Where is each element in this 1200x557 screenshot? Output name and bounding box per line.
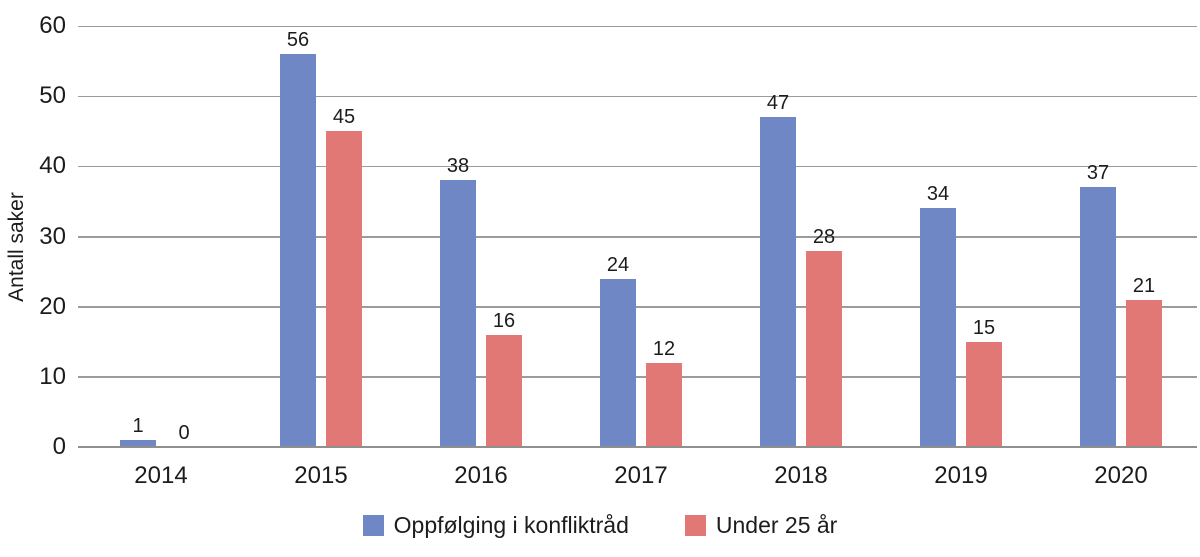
bar-series2-2018 [806,250,842,447]
y-axis-labels: 0 10 20 30 40 50 60 [0,12,66,460]
bar-series2-2020 [1126,299,1162,447]
value-label-series1-2020: 37 [1086,162,1110,185]
value-label-series1-2019: 34 [926,183,950,206]
value-label-series2-2019: 15 [972,316,996,339]
legend-item-series2: Under 25 år [684,512,838,538]
y-tick-label-20: 20 [39,292,66,320]
x-tick-label-2014: 2014 [134,462,188,489]
bar-series2-2016 [486,334,522,447]
legend-label-series1: Oppfølging i konfliktråd [393,512,629,538]
x-tick-label-2020: 2020 [1094,462,1148,489]
bar-series2-2017 [646,362,682,447]
value-label-series1-2014: 1 [132,414,144,437]
x-tick-label-2017: 2017 [614,462,668,489]
y-tick-label-0: 0 [52,433,66,460]
gridline-40 [78,165,1197,168]
x-axis-line [78,446,1197,448]
gridline-60 [78,25,1197,27]
legend-swatch-icon [362,514,384,536]
value-label-series2-2018: 28 [812,225,836,248]
x-tick-label-2015: 2015 [294,462,348,489]
legend-item-series1: Oppfølging i konfliktråd [362,512,629,538]
legend-swatch-icon [684,514,706,536]
legend: Oppfølging i konfliktråd Under 25 år [0,512,1200,538]
bar-series1-2018 [760,117,796,447]
value-label-series2-2015: 45 [332,106,356,129]
x-tick-label-2016: 2016 [454,462,508,489]
value-label-series2-2014: 0 [178,422,190,444]
bar-series2-2019 [966,341,1002,447]
y-tick-label-50: 50 [39,82,66,110]
bar-series1-2020 [1080,187,1116,447]
value-label-series1-2018: 47 [766,92,790,115]
y-tick-label-60: 60 [39,12,66,39]
x-axis-labels: 2014 2015 2016 2017 2018 2019 2020 [78,461,1197,493]
value-label-series2-2017: 12 [652,337,676,360]
bar-series2-2015 [326,131,362,447]
x-tick-label-2018: 2018 [774,462,828,489]
bar-series1-2014 [120,439,156,447]
y-tick-label-40: 40 [39,152,66,180]
plot-area: 1 0 56 45 38 16 24 12 47 28 34 15 37 21 [78,25,1197,448]
gridline-10 [78,376,1197,378]
x-tick-label-2019: 2019 [934,462,988,489]
value-label-series2-2016: 16 [492,309,516,332]
gridline-50 [78,95,1197,98]
value-label-series1-2017: 24 [606,253,630,276]
bar-series1-2016 [440,180,476,447]
y-tick-label-30: 30 [39,222,66,250]
value-label-series1-2016: 38 [446,155,470,178]
legend-label-series2: Under 25 år [715,512,838,538]
gridline-30 [78,236,1197,238]
value-label-series1-2015: 56 [286,29,310,52]
bar-series1-2019 [920,208,956,447]
y-tick-label-10: 10 [39,362,66,390]
gridline-20 [78,306,1197,308]
bar-series1-2015 [280,54,316,447]
bar-series1-2017 [600,278,636,447]
value-label-series2-2020: 21 [1132,274,1156,297]
